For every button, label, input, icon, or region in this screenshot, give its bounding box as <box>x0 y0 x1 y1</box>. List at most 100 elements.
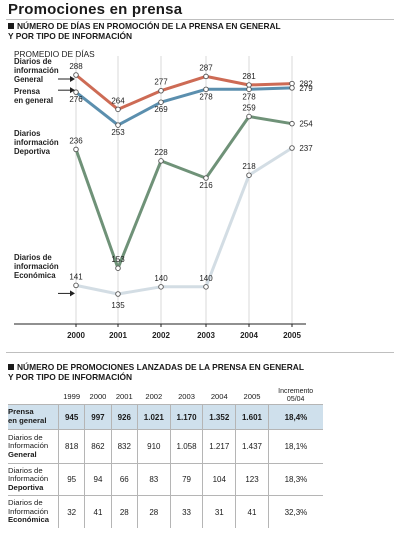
table-cell: 945 <box>57 404 85 430</box>
series-line <box>74 115 293 270</box>
data-point <box>73 282 79 289</box>
bullet-square-icon <box>8 23 14 29</box>
data-label: 254 <box>299 120 313 129</box>
series-name-label: Económica <box>14 271 56 280</box>
arrow-head-icon <box>70 290 75 297</box>
row-label: Diarios de Información Económica <box>8 495 59 528</box>
row-label-line: Económica <box>8 515 50 525</box>
data-label: 288 <box>69 62 83 71</box>
data-label: 281 <box>242 72 256 81</box>
year-header: 2000 <box>89 391 107 401</box>
table-cell: 1.058 <box>169 429 203 464</box>
data-label: 278 <box>242 92 256 101</box>
data-label: 259 <box>242 104 256 113</box>
data-point <box>115 291 121 297</box>
promotions-table: 1999 2000 2001 2002 2003 2004 2005 Incre… <box>8 388 323 528</box>
series-name-label: información <box>14 262 59 271</box>
row-label-line: en general <box>8 416 47 425</box>
data-label: 216 <box>199 181 213 190</box>
table-cell: 28 <box>136 495 171 528</box>
data-point <box>73 89 79 95</box>
increment-cell: 32,3% <box>267 495 323 528</box>
row-label-line: Diarios de <box>8 432 43 442</box>
year-header: 2004 <box>210 391 228 401</box>
table-cell: 1.217 <box>202 429 236 464</box>
data-point <box>73 72 79 78</box>
table-cell: 1.170 <box>169 404 203 430</box>
increment-header-line-1: Incremento <box>278 388 314 395</box>
data-label: 278 <box>199 92 213 101</box>
increment-cell: 18,4% <box>267 404 323 430</box>
data-label: 218 <box>242 162 256 171</box>
table-cell: 66 <box>110 463 138 496</box>
row-label-line: Deportiva <box>8 482 44 492</box>
row-label: Diarios de Información Deportiva <box>8 463 59 496</box>
table-cell: 94 <box>84 463 112 496</box>
data-label: 228 <box>154 148 168 157</box>
data-point <box>203 73 209 80</box>
row-label-line: Información <box>8 506 49 516</box>
chart-section-title-line-2: Y POR TIPO DE INFORMACIÓN <box>8 31 133 41</box>
table-cell: 123 <box>235 463 269 496</box>
increment-cell: 18,3% <box>267 463 323 496</box>
data-label: 236 <box>69 136 83 145</box>
x-tick-label: 2005 <box>283 331 301 340</box>
row-label-line: General <box>8 449 37 459</box>
table-cell: 997 <box>84 404 112 430</box>
table-cell: 83 <box>136 463 171 496</box>
data-point <box>203 86 209 93</box>
table-section-title: NÚMERO DE PROMOCIONES LANZADAS DE LA PRE… <box>8 362 304 382</box>
series-name-label: información <box>14 66 59 75</box>
data-label: 276 <box>69 95 83 104</box>
data-point <box>289 85 295 91</box>
x-tick-label: 2002 <box>152 331 170 340</box>
year-header: 2001 <box>115 391 133 401</box>
data-label: 153 <box>111 255 125 264</box>
data-point <box>158 158 164 164</box>
table-section-title-line-1: NÚMERO DE PROMOCIONES LANZADAS DE LA PRE… <box>17 362 304 372</box>
year-header: 2003 <box>178 391 195 401</box>
data-label: 264 <box>111 96 125 105</box>
table-cell: 31 <box>202 495 236 528</box>
x-tick-label: 2003 <box>197 331 215 340</box>
row-label-line: Prensa <box>8 407 34 417</box>
bullet-square-icon <box>8 364 14 370</box>
series-name-label: Deportiva <box>14 147 51 156</box>
series-name-label: Prensa <box>14 87 41 96</box>
data-point <box>203 284 209 290</box>
year-header: 2002 <box>145 391 163 401</box>
data-label: 141 <box>69 272 83 281</box>
row-label: Diarios de Información General <box>8 429 59 464</box>
table-row: Prensa en general 945 997 926 1.021 1.170 1.352… <box>8 404 323 430</box>
table-cell: 95 <box>57 463 85 496</box>
table-header-row: 1999 2000 2001 2002 2003 2004 2005 Incre… <box>8 388 323 405</box>
series-line <box>75 86 293 127</box>
data-point <box>246 86 252 93</box>
row-label-line: Diarios de <box>8 465 43 475</box>
page-title: Promociones en prensa <box>8 1 183 18</box>
table-cell: 1.437 <box>235 429 269 464</box>
table-row: Diarios de Información General 818 862 832 910… <box>8 429 323 464</box>
increment-cell: 18,1% <box>267 429 323 464</box>
data-label: 140 <box>199 274 213 283</box>
data-point <box>158 99 164 105</box>
data-label: 279 <box>299 84 313 93</box>
series-name-label: en general <box>14 96 53 105</box>
data-point <box>115 265 121 271</box>
row-label: Prensa en general <box>8 404 59 430</box>
data-point <box>158 284 164 290</box>
table-cell: 862 <box>84 429 112 464</box>
table-cell: 832 <box>110 429 138 464</box>
data-point <box>158 87 164 94</box>
row-label-line: Información <box>8 441 49 451</box>
data-point <box>246 172 252 178</box>
year-header: 2005 <box>243 391 261 401</box>
table-cell: 41 <box>235 495 269 528</box>
series-name-label: información <box>14 138 59 147</box>
table-row: Diarios de Información Económica 32 41 28 28 33… <box>8 495 323 528</box>
arrow-head-icon <box>70 87 75 94</box>
data-point <box>73 146 79 153</box>
row-label-line: Diarios de <box>8 498 43 508</box>
table-cell: 1.601 <box>235 404 269 430</box>
x-tick-label: 2004 <box>240 331 258 340</box>
